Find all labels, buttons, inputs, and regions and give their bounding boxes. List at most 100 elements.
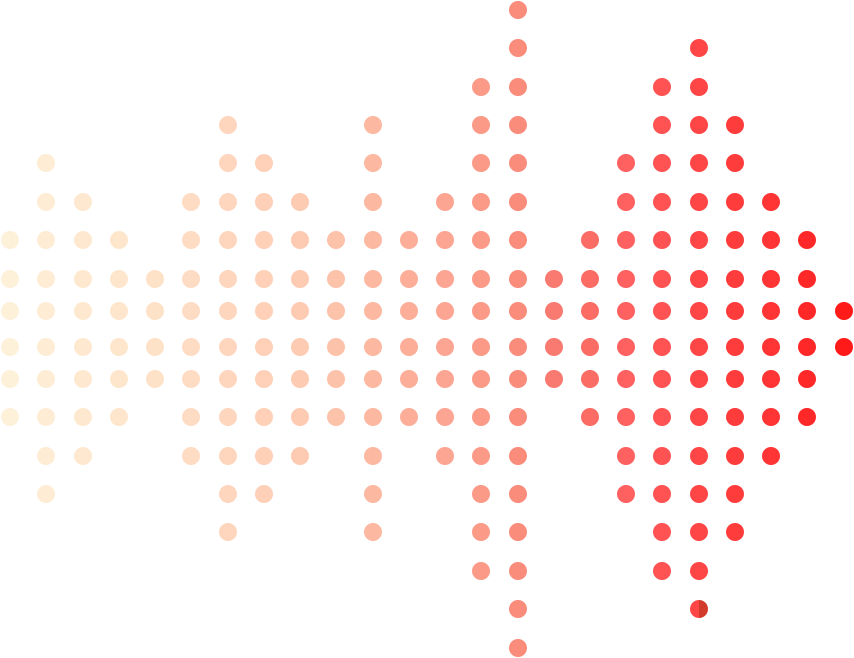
dot (37, 231, 55, 249)
dot (835, 338, 853, 356)
dot (653, 523, 671, 541)
dot (472, 338, 490, 356)
dot (690, 485, 708, 503)
dot (436, 408, 454, 426)
dot (798, 231, 816, 249)
dot (509, 39, 527, 57)
dot (400, 302, 418, 320)
dot (182, 193, 200, 211)
dot (509, 562, 527, 580)
dot (690, 39, 708, 57)
dot (509, 193, 527, 211)
dot (219, 485, 237, 503)
dot (509, 370, 527, 388)
dot (400, 408, 418, 426)
dot (219, 338, 237, 356)
dot (327, 408, 345, 426)
dot (690, 193, 708, 211)
dot (219, 116, 237, 134)
dot (400, 370, 418, 388)
dot (545, 302, 563, 320)
dot (400, 338, 418, 356)
dot (37, 302, 55, 320)
dot (364, 408, 382, 426)
dot (726, 193, 744, 211)
dot (291, 270, 309, 288)
dot (37, 447, 55, 465)
dot (653, 370, 671, 388)
dot (1, 270, 19, 288)
dot (581, 370, 599, 388)
dot (726, 270, 744, 288)
dot (581, 270, 599, 288)
dot (364, 270, 382, 288)
dot (653, 302, 671, 320)
dot (110, 302, 128, 320)
dot (364, 447, 382, 465)
dot (726, 523, 744, 541)
dot (690, 154, 708, 172)
dot (327, 338, 345, 356)
dot (146, 370, 164, 388)
dot (364, 523, 382, 541)
dot (690, 447, 708, 465)
dot (182, 231, 200, 249)
dot (219, 523, 237, 541)
dot (182, 370, 200, 388)
dot (182, 447, 200, 465)
dot (255, 270, 273, 288)
dot (509, 447, 527, 465)
dot (182, 270, 200, 288)
dot (37, 154, 55, 172)
dot (798, 302, 816, 320)
dot (509, 485, 527, 503)
dot (690, 231, 708, 249)
dot (255, 485, 273, 503)
dot (291, 338, 309, 356)
dot (690, 562, 708, 580)
dot (255, 302, 273, 320)
dot (726, 485, 744, 503)
dot (37, 408, 55, 426)
dot (653, 154, 671, 172)
dot (327, 302, 345, 320)
dot (581, 231, 599, 249)
dot (617, 154, 635, 172)
dot (581, 338, 599, 356)
dot (110, 231, 128, 249)
dot (364, 302, 382, 320)
dot (762, 231, 780, 249)
dot (219, 302, 237, 320)
dot (37, 338, 55, 356)
dot (653, 562, 671, 580)
dot (726, 302, 744, 320)
dot (653, 447, 671, 465)
dot (545, 370, 563, 388)
dot (472, 408, 490, 426)
dot (545, 270, 563, 288)
dot (436, 231, 454, 249)
dot (110, 370, 128, 388)
dot (1, 231, 19, 249)
dot (472, 116, 490, 134)
dot (762, 370, 780, 388)
dot (1, 370, 19, 388)
dot (37, 193, 55, 211)
dot (581, 408, 599, 426)
dot (74, 408, 92, 426)
dot (762, 408, 780, 426)
dot (472, 523, 490, 541)
dot (364, 338, 382, 356)
dot (74, 231, 92, 249)
dot (617, 302, 635, 320)
dot (436, 193, 454, 211)
dot (617, 270, 635, 288)
dot (472, 270, 490, 288)
dot (653, 78, 671, 96)
dot (327, 370, 345, 388)
dot (291, 302, 309, 320)
dot (74, 270, 92, 288)
dot (762, 302, 780, 320)
dot (400, 270, 418, 288)
dot (509, 78, 527, 96)
